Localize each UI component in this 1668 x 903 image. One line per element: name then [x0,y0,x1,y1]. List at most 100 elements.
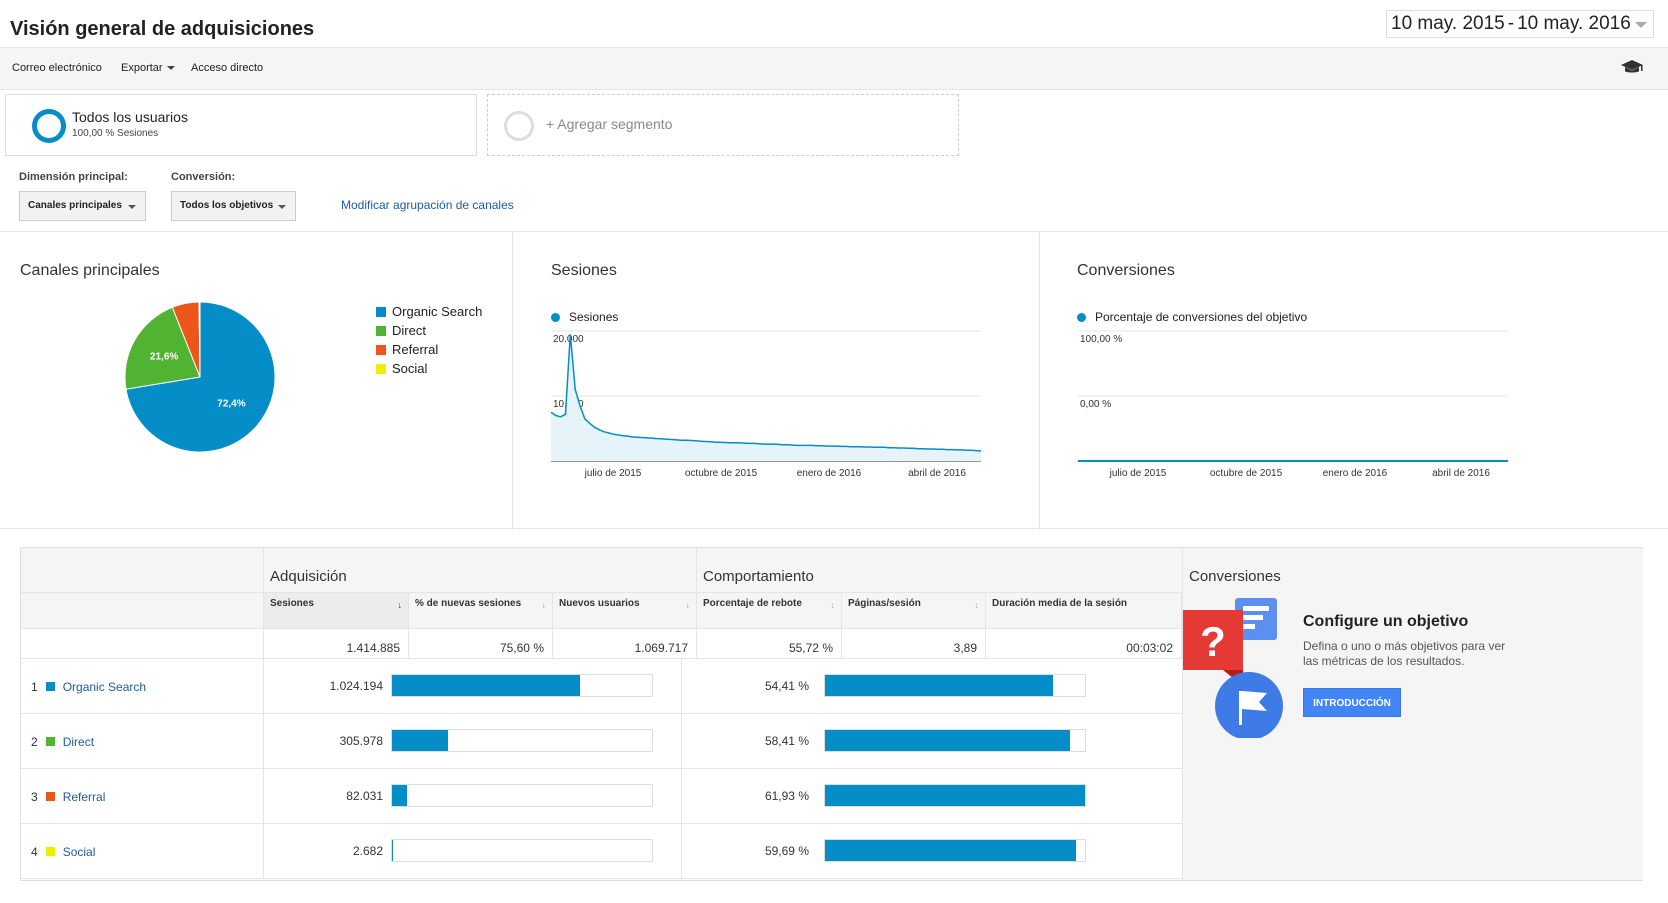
pie-slice-social[interactable] [198,301,201,378]
bounce-bar-fill [825,730,1071,751]
segment-percentage: 100,00 % Sesiones [72,128,159,139]
sort-desc-icon: ↓ [397,600,403,610]
chart-panels: Canales principales 72,4% 21,6% Organic S… [0,231,1668,530]
sessions-bar-fill [392,675,581,696]
legend-item-social: Social [376,361,427,376]
table-row: 1 Organic Search 1.024.194 54,41 % [21,659,1182,714]
conversions-legend: Porcentaje de conversiones del objetivo [1077,310,1307,324]
pie-chart: 72,4% 21,6% [124,301,276,453]
bounce-bar-fill [825,840,1076,861]
channel-link[interactable]: Social [62,844,96,859]
sessions-legend-label: Sesiones [569,310,619,324]
date-range-picker[interactable]: 10 may. 2015 - 10 may. 2016 [1386,10,1654,38]
bounce-value: 61,93 % [764,789,809,803]
sessions-area [551,334,981,461]
sessions-bar-fill [392,785,408,806]
page-title: Visión general de adquisiciones [10,18,315,40]
channel-link[interactable]: Referral [62,789,106,804]
new-sessions-column-header[interactable]: % de nuevas sesiones ↓ [409,593,553,629]
group-conversions: Conversiones [1189,568,1281,585]
date-start: 10 may. 2015 [1391,13,1505,34]
conversion-value: Todos los objetivos [180,200,274,211]
duration-column-header[interactable]: Duración media de la sesión ↓ [986,593,1182,629]
channel-link[interactable]: Direct [62,734,95,749]
sessions-line[interactable] [550,334,982,452]
legend-item-referral: Referral [376,342,438,357]
legend-item-direct: Direct [376,323,426,338]
x-tick-label: abril de 2016 [908,468,966,479]
sessions-bar-fill [392,840,393,861]
sort-icon: ↓ [830,600,836,610]
sessions-value: 1.024.194 [329,679,383,693]
table-corner [21,548,264,593]
row-index: 4 [31,844,38,859]
sessions-value: 2.682 [352,844,383,858]
new-users-column-header[interactable]: Nuevos usuarios ↓ [553,593,697,629]
bounce-value: 54,41 % [764,679,809,693]
total-bounce: 55,72 % [697,629,842,659]
new-sessions-header-label: % de nuevas sesiones [415,598,522,609]
sessions-column-header[interactable]: Sesiones ↓ [264,593,409,629]
add-segment-label: + Agregar segmento [546,116,673,132]
column-divider [681,824,682,879]
graduation-cap-icon[interactable] [1620,58,1644,76]
row-index: 3 [31,789,38,804]
legend-dot-icon [551,312,560,322]
pie-slice-direct[interactable] [124,306,201,390]
modify-channel-grouping-link[interactable]: Modificar agrupación de canales [341,198,514,212]
export-button[interactable]: Exportar [121,62,175,74]
export-label: Exportar [121,62,163,74]
sessions-bar-fill [392,730,449,751]
sessions-title: Sesiones [551,262,617,279]
x-tick-label: abril de 2016 [1432,468,1490,479]
dimension-value: Canales principales [28,200,122,211]
table-row: 2 Direct 305.978 58,41 % [21,714,1182,769]
sessions-legend: Sesiones [551,310,618,324]
column-divider [681,659,682,714]
bounce-bar-fill [825,675,1054,696]
legend-item-organic-search: Organic Search [376,304,482,319]
conversions-chart: 100,00 % 0,00 % julio de 2015 octubre de 20… [1078,330,1508,479]
segment-name: Todos los usuarios [72,109,188,125]
sessions-bar [391,784,653,807]
total-sessions: 1.414.885 [264,629,409,659]
pages-column-header[interactable]: Páginas/sesión ↓ [842,593,986,629]
bounce-bar [824,784,1086,807]
x-tick-label: julio de 2015 [584,468,642,479]
empty-ring-icon [504,111,534,141]
group-acquisition: Adquisición [264,548,697,593]
configure-goal-heading: Configure un objetivo [1303,613,1469,630]
y-tick-label: 20.000 [553,334,584,345]
conversions-panel: Conversiones Porcentaje de conversiones … [1040,232,1668,530]
bounce-column-header[interactable]: Porcentaje de rebote ↓ [697,593,842,629]
bounce-bar [824,674,1086,697]
svg-text:?: ? [1200,618,1226,665]
channel-link[interactable]: Organic Search [62,679,147,694]
bounce-value: 58,41 % [764,734,809,748]
top-bar: Visión general de adquisiciones 10 may. … [0,0,1668,48]
channel-color-swatch [45,792,55,801]
legend-label: Organic Search [392,304,483,319]
row-index: 1 [31,679,38,694]
table-row: 3 Referral 82.031 61,93 % [21,769,1182,824]
dimension-select[interactable]: Canales principales [19,191,146,221]
sessions-bar [391,729,653,752]
configure-goal-description: Defina o uno o más objetivos para ver la… [1303,639,1506,668]
conversion-select[interactable]: Todos los objetivos [171,191,296,221]
shortcut-button[interactable]: Acceso directo [191,62,264,74]
legend-swatch [376,344,386,355]
x-tick-label: enero de 2016 [797,468,862,479]
add-segment-button[interactable]: + Agregar segmento [487,94,959,156]
conversions-promo: Conversiones ? Configure un objetivo Def… [1182,548,1643,880]
segment-all-users[interactable]: Todos los usuarios 100,00 % Sesiones [5,94,477,156]
total-new-users: 1.069.717 [553,629,697,659]
introduction-button[interactable]: INTRODUCCIÓN [1303,688,1401,717]
email-button[interactable]: Correo electrónico [12,62,102,74]
conversion-label: Conversión: [171,171,236,183]
total-pages: 3,89 [842,629,986,659]
pie-data-label: 21,6% [150,352,178,363]
chevron-down-icon [278,205,286,209]
x-tick-label: octubre de 2015 [1210,468,1283,479]
conversions-legend-label: Porcentaje de conversiones del objetivo [1095,310,1308,324]
